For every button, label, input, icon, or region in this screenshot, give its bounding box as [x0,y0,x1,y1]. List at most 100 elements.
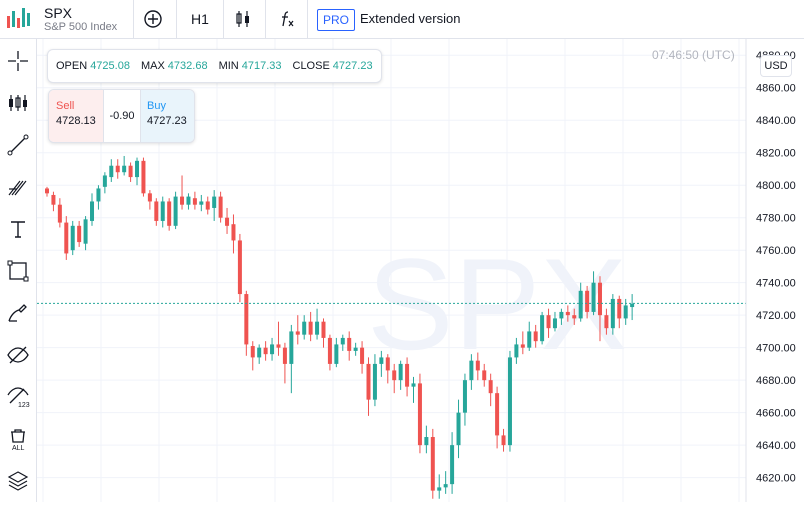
timeframe-label: H1 [191,11,209,27]
candle-body [533,331,538,342]
price-tick-label: 4860.00 [756,83,796,95]
layers-button[interactable] [4,467,32,495]
candle [565,305,570,322]
candle-body [225,217,230,226]
candle [51,191,56,212]
buy-label: Buy [147,100,166,112]
candle [321,318,326,348]
candle-body [276,344,281,348]
candle [237,233,242,303]
candle-body [475,360,480,371]
candle [450,432,455,494]
hide-indicators-button[interactable]: 123 [4,383,32,411]
candle-body [565,311,570,316]
candle [424,425,429,454]
candle [514,337,519,364]
candle-body [167,201,172,226]
candle-body [398,363,403,381]
candle-body [340,337,345,345]
candle-body [231,224,236,241]
candle [212,190,217,221]
candle [334,337,339,368]
candle [90,193,95,226]
trendline-icon [7,134,29,156]
candle-body [430,437,435,491]
candle-body [411,383,416,387]
chart-canvas[interactable]: SPX 4620.00 4640.00 4660.00 4680.00 4700.00 4… [37,39,804,502]
buy-price: 4727.23 [147,115,187,127]
candle [302,315,307,340]
candle-body [282,347,287,364]
candle-body [578,290,583,319]
candle-body [462,380,467,413]
candle [122,155,127,176]
candle-body [90,201,95,221]
candle-body [334,344,339,364]
candle [160,196,165,228]
candle [552,311,557,332]
add-symbol-button[interactable] [139,0,167,38]
candle-body [540,315,545,342]
candle [115,159,120,179]
candle-body [212,196,217,208]
symbol-name[interactable]: SPX [44,5,73,21]
currency-button[interactable]: USD [760,55,792,77]
symbol-description[interactable]: S&P 500 Index [44,21,118,33]
candle [398,360,403,390]
layers-icon [7,471,29,491]
max-value: 4732.68 [167,60,208,72]
candle [405,357,410,397]
candle [257,344,262,364]
candle-body [591,282,596,312]
candle-body [623,305,628,319]
fib-tool-button[interactable] [4,173,32,201]
candle [102,172,107,194]
candle [495,386,500,449]
extended-version-link[interactable]: Extended version [360,11,461,26]
candle [180,175,185,210]
text-tool-button[interactable] [4,215,32,243]
candle-body [64,222,69,254]
buy-button[interactable]: Buy 4727.23 [141,90,194,142]
pro-badge[interactable]: PRO [317,9,356,31]
sell-button[interactable]: Sell 4728.13 [49,90,103,142]
candle-body [45,188,49,194]
candle [430,428,435,499]
candle [250,341,255,371]
candles-tool-button[interactable] [4,89,32,117]
candle-body [192,198,197,205]
delete-all-button[interactable]: ALL [4,425,32,453]
candle-body [482,370,487,381]
candle-body [488,380,493,394]
hide-drawings-icon [7,346,29,364]
rectangle-tool-button[interactable] [4,257,32,285]
hide-drawings-button[interactable] [4,341,32,369]
candle [591,271,596,316]
trendline-tool-button[interactable] [4,131,32,159]
candle-body [450,445,455,485]
candle [475,352,480,381]
crosshair-tool-button[interactable] [4,47,32,75]
timeframe-button[interactable]: H1 [182,0,218,38]
candle-body [205,201,210,210]
svg-text:ALL: ALL [12,445,25,451]
candle-body [417,383,422,446]
indicators-button[interactable] [272,0,302,38]
candle [315,308,320,340]
candle [411,376,416,403]
price-tick-label: 4760.00 [756,245,796,257]
toolbar-divider [223,0,224,38]
candle [347,331,352,361]
candle [559,308,564,325]
hide-indicators-icon: 123 [7,387,30,409]
candle [135,157,140,186]
candle-body [585,290,590,312]
candle [205,196,210,215]
candle-body [630,303,635,308]
brush-tool-button[interactable] [4,299,32,327]
price-chart[interactable]: SPX 4620.00 4640.00 4660.00 4680.00 4700.00 4… [37,39,804,502]
fib-icon [8,180,27,196]
candle [385,354,390,384]
chart-type-button[interactable] [229,0,257,38]
candle [263,341,268,361]
